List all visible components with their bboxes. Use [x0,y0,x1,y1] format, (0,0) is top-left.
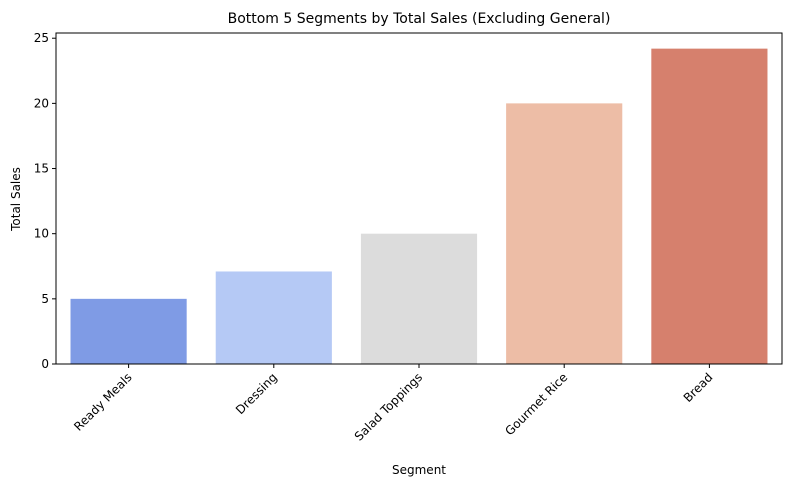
x-tick-label: Gourmet Rice [502,370,570,438]
y-tick-label: 0 [41,357,49,371]
x-axis-ticks: Ready Meals Dressing Salad Toppings Gourmet… [71,364,716,444]
bar-gourmet-rice [506,103,623,365]
bar-dressing [215,271,332,364]
y-tick-label: 25 [34,31,49,45]
x-tick-label: Ready Meals [71,370,134,433]
plot-frame [55,32,783,365]
bar-bread [651,48,768,364]
y-axis-ticks: 0 5 10 15 20 25 [34,31,56,371]
y-tick-label: 10 [34,227,49,241]
x-axis-label: Segment [392,463,446,477]
bar-ready-meals [70,298,187,364]
x-tick-label: Dressing [233,370,280,417]
y-axis-label: Total Sales [9,167,23,232]
y-tick-label: 20 [34,96,49,110]
bars-group [70,48,768,365]
y-tick-label: 15 [34,162,49,176]
y-tick-label: 5 [41,292,49,306]
x-tick-label: Salad Toppings [352,370,425,443]
chart-title: Bottom 5 Segments by Total Sales (Exclud… [228,11,611,27]
bar-salad-toppings [360,233,478,364]
x-tick-label: Bread [681,370,716,405]
